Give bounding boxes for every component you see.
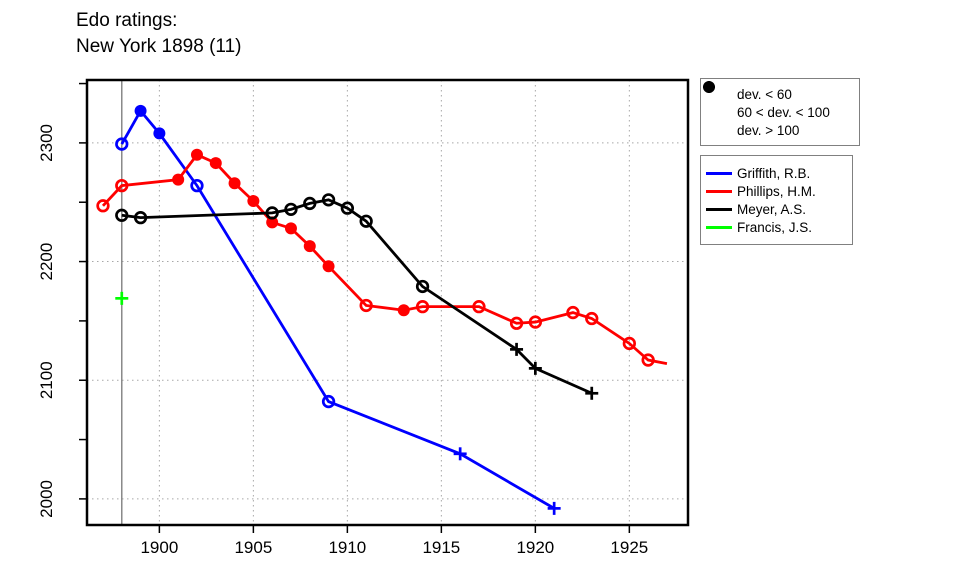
series-legend-item: Meyer, A.S. bbox=[701, 200, 852, 218]
y-tick-label: 2200 bbox=[37, 243, 56, 281]
series-line-swatch bbox=[701, 225, 737, 229]
symbol-legend-label: dev. > 100 bbox=[737, 122, 800, 138]
y-axis-labels: 2000 2100 2200 2300 bbox=[37, 124, 56, 518]
series-line-swatch bbox=[701, 207, 737, 211]
series-phillips-h-m bbox=[96, 148, 668, 367]
x-tick-label: 1900 bbox=[140, 538, 178, 557]
series-legend: Griffith, R.B. Phillips, H.M. Meyer, A.S. F… bbox=[700, 155, 853, 245]
x-tick-label: 1910 bbox=[328, 538, 366, 557]
series-meyer-a-s bbox=[115, 193, 599, 400]
x-tick-label: 1905 bbox=[234, 538, 272, 557]
symbol-legend-label: 60 < dev. < 100 bbox=[737, 104, 830, 120]
symbol-legend-item: dev. < 60 bbox=[701, 81, 859, 103]
y-tick-label: 2000 bbox=[37, 480, 56, 518]
chart-title: Edo ratings: New York 1898 (11) bbox=[76, 8, 241, 60]
chart-title-line1: Edo ratings: bbox=[76, 10, 178, 31]
symbol-legend-item: 60 < dev. < 100 bbox=[701, 80, 859, 121]
symbol-legend: dev. < 60 60 < dev. < 100 dev. > 100 bbox=[700, 78, 860, 146]
series-legend-label: Griffith, R.B. bbox=[737, 165, 811, 181]
series-legend-label: Meyer, A.S. bbox=[737, 201, 807, 217]
series-legend-label: Phillips, H.M. bbox=[737, 183, 816, 199]
x-tick-label: 1915 bbox=[422, 538, 460, 557]
series-line-swatch bbox=[701, 189, 737, 193]
symbol-legend-label: dev. < 60 bbox=[737, 86, 792, 102]
series-legend-label: Francis, J.S. bbox=[737, 219, 813, 235]
y-tick-label: 2100 bbox=[37, 361, 56, 399]
chart-title-line2: New York 1898 (11) bbox=[76, 36, 242, 57]
y-axis bbox=[79, 82, 86, 500]
series-legend-item: Griffith, R.B. bbox=[701, 164, 852, 182]
x-axis bbox=[158, 526, 631, 533]
series-legend-item: Francis, J.S. bbox=[701, 218, 852, 236]
x-tick-label: 1920 bbox=[516, 538, 554, 557]
series-legend-item: Phillips, H.M. bbox=[701, 182, 852, 200]
y-tick-label: 2300 bbox=[37, 124, 56, 162]
series-griffith-r-b bbox=[115, 104, 561, 515]
x-tick-label: 1925 bbox=[610, 538, 648, 557]
plot-border bbox=[85, 78, 690, 527]
series-line-swatch bbox=[701, 171, 737, 175]
gridlines bbox=[87, 80, 688, 525]
series-francis-j-s bbox=[115, 291, 129, 305]
x-axis-labels: 1900 1905 1910 1915 1920 1925 bbox=[140, 538, 648, 557]
symbol-legend-item: dev. > 100 bbox=[701, 81, 859, 139]
